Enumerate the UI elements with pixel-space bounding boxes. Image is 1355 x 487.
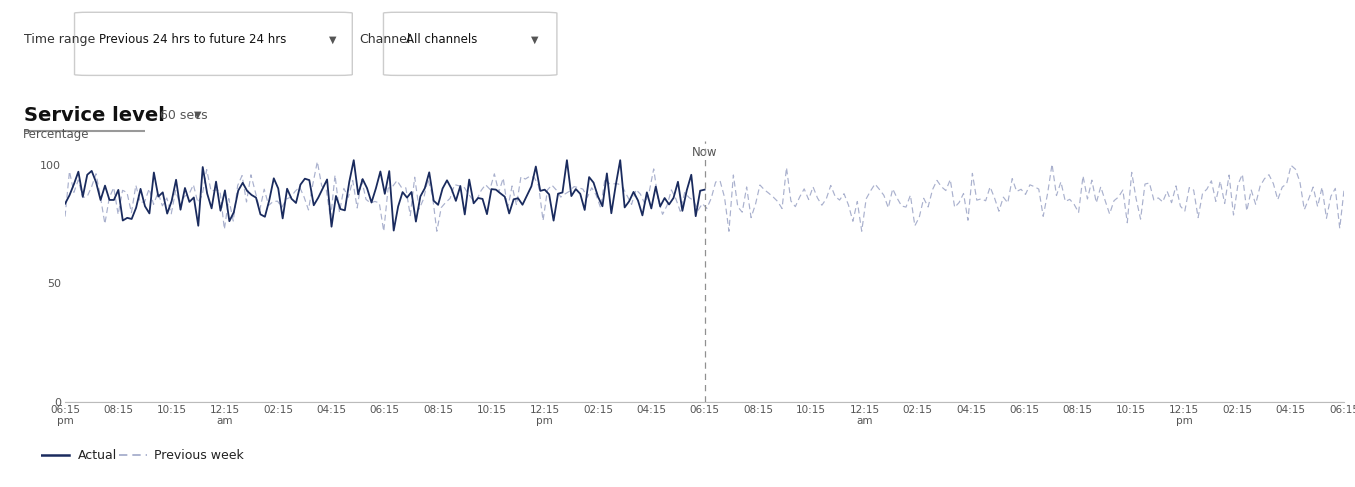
- Text: 60 secs: 60 secs: [160, 109, 207, 122]
- FancyBboxPatch shape: [75, 12, 352, 75]
- Text: Channel: Channel: [359, 33, 411, 46]
- Text: Time range: Time range: [24, 33, 96, 46]
- Text: All channels: All channels: [406, 33, 478, 46]
- Text: ▼: ▼: [329, 35, 337, 44]
- FancyBboxPatch shape: [383, 12, 557, 75]
- Text: ▼: ▼: [531, 35, 539, 44]
- Text: ▼: ▼: [194, 110, 202, 120]
- Text: Previous week: Previous week: [154, 449, 244, 462]
- Text: Now: Now: [692, 146, 717, 159]
- Text: Previous 24 hrs to future 24 hrs: Previous 24 hrs to future 24 hrs: [99, 33, 286, 46]
- Text: Percentage: Percentage: [23, 128, 89, 141]
- Text: Service level: Service level: [24, 106, 165, 125]
- Text: Actual: Actual: [79, 449, 117, 462]
